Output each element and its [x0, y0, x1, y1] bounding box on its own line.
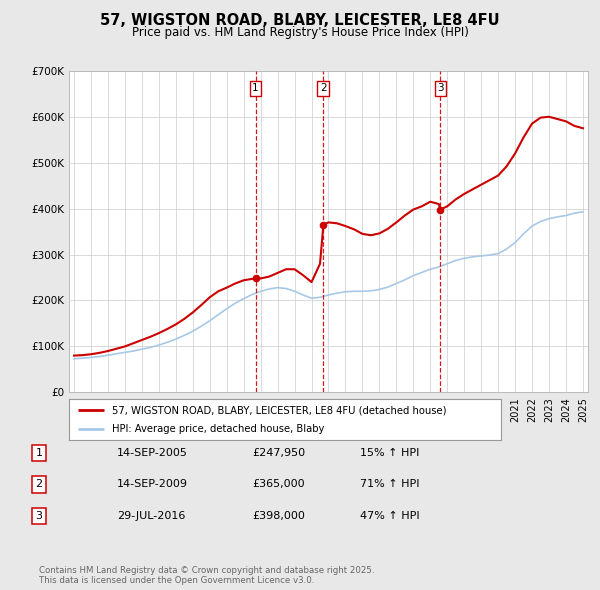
Text: 14-SEP-2005: 14-SEP-2005	[117, 448, 188, 458]
Text: 2: 2	[320, 84, 327, 93]
Text: £365,000: £365,000	[252, 480, 305, 489]
Text: Price paid vs. HM Land Registry's House Price Index (HPI): Price paid vs. HM Land Registry's House …	[131, 26, 469, 39]
Text: 57, WIGSTON ROAD, BLABY, LEICESTER, LE8 4FU: 57, WIGSTON ROAD, BLABY, LEICESTER, LE8 …	[100, 13, 500, 28]
Text: 47% ↑ HPI: 47% ↑ HPI	[360, 511, 419, 520]
Text: HPI: Average price, detached house, Blaby: HPI: Average price, detached house, Blab…	[112, 424, 325, 434]
Text: Contains HM Land Registry data © Crown copyright and database right 2025.
This d: Contains HM Land Registry data © Crown c…	[39, 566, 374, 585]
Text: £247,950: £247,950	[252, 448, 305, 458]
Text: 2: 2	[35, 480, 43, 489]
Text: 14-SEP-2009: 14-SEP-2009	[117, 480, 188, 489]
Text: 29-JUL-2016: 29-JUL-2016	[117, 511, 185, 520]
Text: 57, WIGSTON ROAD, BLABY, LEICESTER, LE8 4FU (detached house): 57, WIGSTON ROAD, BLABY, LEICESTER, LE8 …	[112, 405, 446, 415]
Text: £398,000: £398,000	[252, 511, 305, 520]
Text: 1: 1	[252, 84, 259, 93]
Text: 1: 1	[35, 448, 43, 458]
Text: 15% ↑ HPI: 15% ↑ HPI	[360, 448, 419, 458]
Text: 3: 3	[437, 84, 444, 93]
Text: 71% ↑ HPI: 71% ↑ HPI	[360, 480, 419, 489]
Text: 3: 3	[35, 511, 43, 520]
